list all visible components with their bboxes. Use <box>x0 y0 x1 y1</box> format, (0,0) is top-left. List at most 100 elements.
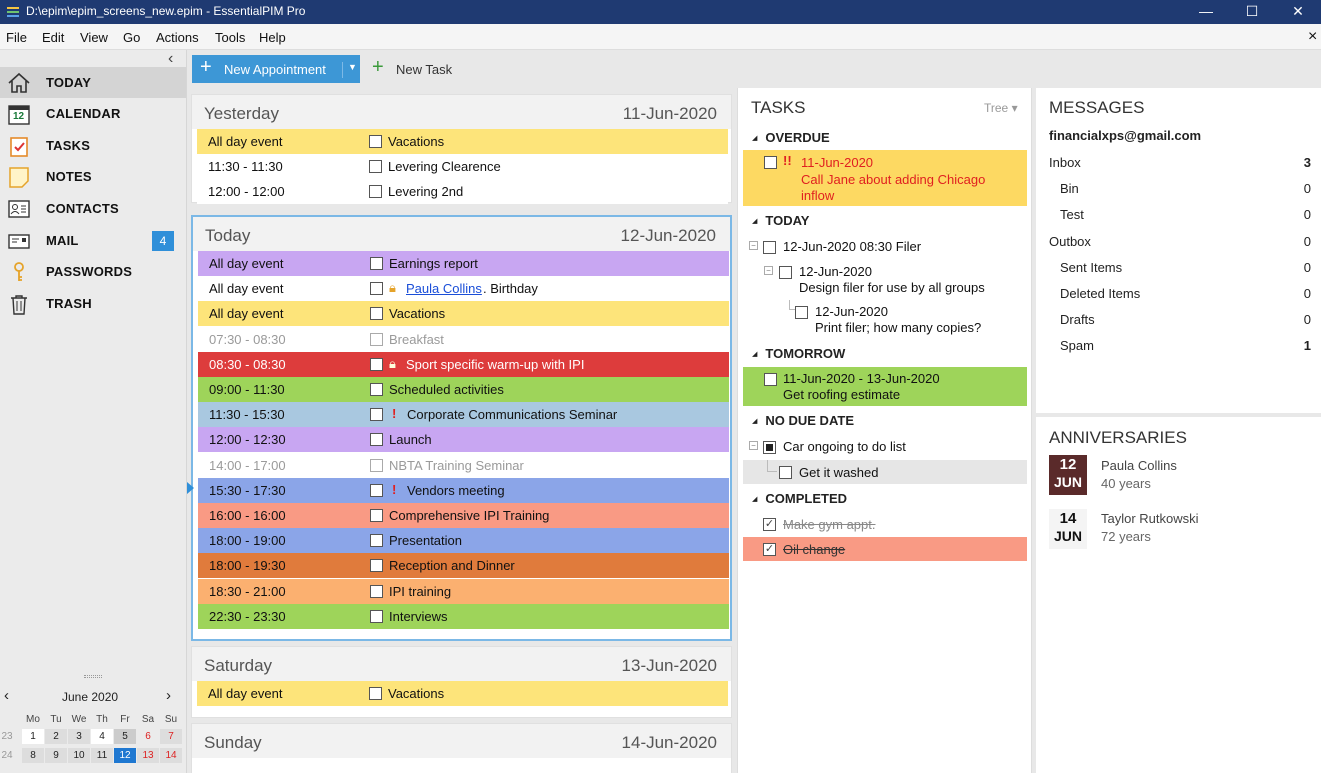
calendar-day[interactable]: 10 <box>68 748 90 763</box>
splitter-handle[interactable] <box>84 675 102 678</box>
event-row[interactable]: 07:30 - 08:30 Breakfast <box>198 326 729 352</box>
task-item[interactable]: 11-Jun-2020 - 13-Jun-2020 Get roofing es… <box>743 367 1027 406</box>
section-today[interactable]: TODAY <box>752 213 809 228</box>
event-row[interactable]: 16:00 - 16:00 Comprehensive IPI Training <box>198 503 729 528</box>
mail-folder-bin[interactable]: Bin 0 <box>1036 177 1321 203</box>
event-checkbox[interactable] <box>370 584 383 598</box>
event-row[interactable]: All day event 🔒︎ Paula Collins. Birthday <box>198 276 729 302</box>
mail-folder-deleted-items[interactable]: Deleted Items 0 <box>1036 282 1321 308</box>
mail-folder-inbox[interactable]: Inbox 3 <box>1036 151 1321 177</box>
calendar-day[interactable]: 1 <box>22 729 44 744</box>
close-document-button[interactable]: × <box>1308 28 1318 45</box>
event-checkbox[interactable] <box>370 257 383 270</box>
sidebar-item-calendar[interactable]: 12 CALENDAR <box>0 98 186 129</box>
task-checkbox[interactable] <box>764 373 777 386</box>
chevron-down-icon[interactable]: ▼ <box>342 62 357 78</box>
task-item[interactable]: − 12-Jun-2020 Design filer for use by al… <box>743 260 1027 296</box>
event-row[interactable]: 15:30 - 17:30! Vendors meeting <box>198 477 729 503</box>
task-checkbox[interactable] <box>779 466 792 479</box>
event-row[interactable]: 18:00 - 19:00 Presentation <box>198 528 729 554</box>
calendar-day[interactable]: 14 <box>160 748 182 763</box>
menu-actions[interactable]: Actions <box>156 30 199 45</box>
event-row[interactable]: All day event Vacations <box>197 129 728 154</box>
section-completed[interactable]: COMPLETED <box>752 491 847 506</box>
minimize-button[interactable]: — <box>1199 3 1213 19</box>
section-overdue[interactable]: OVERDUE <box>752 130 829 145</box>
collapse-icon[interactable]: − <box>764 266 773 275</box>
calendar-day[interactable]: 11 <box>91 748 113 763</box>
menu-view[interactable]: View <box>80 30 108 45</box>
event-checkbox[interactable] <box>370 609 383 623</box>
menu-edit[interactable]: Edit <box>42 30 65 45</box>
new-appointment-button[interactable]: + New Appointment ▼ <box>192 55 360 83</box>
mini-calendar-prev-button[interactable]: ‹ <box>4 687 9 704</box>
event-checkbox[interactable] <box>370 458 383 472</box>
event-checkbox[interactable] <box>370 307 383 321</box>
menu-go[interactable]: Go <box>123 30 141 45</box>
new-task-button[interactable]: + New Task <box>370 55 470 83</box>
event-checkbox[interactable] <box>370 433 383 447</box>
mail-folder-outbox[interactable]: Outbox 0 <box>1036 230 1321 256</box>
tasks-view-dropdown[interactable]: Tree ▾ <box>984 101 1018 115</box>
sidebar-item-passwords[interactable]: PASSWORDS <box>0 256 186 287</box>
event-row[interactable]: 22:30 - 23:30 Interviews <box>198 603 729 629</box>
event-checkbox[interactable] <box>369 135 382 148</box>
event-checkbox[interactable] <box>370 483 383 497</box>
menu-file[interactable]: File <box>6 30 27 45</box>
event-row[interactable]: All day event Vacations <box>198 301 729 327</box>
calendar-day[interactable]: 5 <box>114 729 136 744</box>
anniversary-name[interactable]: Taylor Rutkowski <box>1101 511 1199 526</box>
event-checkbox[interactable] <box>370 509 383 522</box>
event-checkbox[interactable] <box>369 160 382 174</box>
event-checkbox[interactable] <box>370 408 383 422</box>
calendar-day-selected[interactable]: 12 <box>114 748 136 763</box>
event-row[interactable]: 14:00 - 17:00 NBTA Training Seminar <box>198 452 729 478</box>
event-row[interactable]: 11:30 - 15:30! Corporate Communications S… <box>198 402 729 428</box>
mail-account[interactable]: financialxps@gmail.com <box>1049 128 1202 143</box>
calendar-day[interactable]: 3 <box>68 729 90 744</box>
task-checkbox-partial[interactable] <box>763 441 776 454</box>
close-button[interactable]: ✕ <box>1292 3 1304 19</box>
sidebar-item-notes[interactable]: NOTES <box>0 161 186 192</box>
sidebar-item-tasks[interactable]: TASKS <box>0 130 186 161</box>
mail-folder-sent-items[interactable]: Sent Items 0 <box>1036 256 1321 282</box>
event-row[interactable]: 18:30 - 21:00 IPI training <box>198 578 729 604</box>
calendar-day[interactable]: 7 <box>160 729 182 744</box>
event-link[interactable]: Paula Collins <box>406 281 482 297</box>
calendar-day[interactable]: 8 <box>22 748 44 763</box>
task-item[interactable]: ✓ Oil change <box>743 537 1027 561</box>
menu-help[interactable]: Help <box>259 30 286 45</box>
sidebar-item-mail[interactable]: MAIL 4 <box>0 225 186 256</box>
event-checkbox[interactable] <box>370 534 383 548</box>
calendar-day[interactable]: 9 <box>45 748 67 763</box>
task-item[interactable]: − 12-Jun-2020 08:30 Filer <box>743 235 1027 257</box>
section-no-due-date[interactable]: NO DUE DATE <box>752 413 854 428</box>
event-checkbox[interactable] <box>370 357 383 371</box>
task-checkbox-checked[interactable]: ✓ <box>763 518 776 531</box>
event-row[interactable]: All day event Earnings report <box>198 251 729 276</box>
event-row[interactable]: 11:30 - 11:30 Levering Clearence <box>197 154 728 180</box>
mini-calendar-next-button[interactable]: › <box>166 687 171 704</box>
task-item[interactable]: Get it washed <box>743 460 1027 484</box>
anniversary-name[interactable]: Paula Collins <box>1101 458 1177 473</box>
event-row[interactable]: 18:00 - 19:30 Reception and Dinner <box>198 553 729 579</box>
section-tomorrow[interactable]: TOMORROW <box>752 346 845 361</box>
event-checkbox[interactable] <box>370 383 383 396</box>
sidebar-item-today[interactable]: TODAY <box>0 67 186 98</box>
maximize-button[interactable]: ☐ <box>1245 3 1259 19</box>
event-row[interactable]: 12:00 - 12:30 Launch <box>198 427 729 453</box>
mail-folder-test[interactable]: Test 0 <box>1036 203 1321 229</box>
menu-tools[interactable]: Tools <box>215 30 246 45</box>
event-checkbox[interactable] <box>369 185 382 199</box>
event-row[interactable]: 12:00 - 12:00 Levering 2nd <box>197 179 728 205</box>
calendar-day[interactable]: 13 <box>137 748 159 763</box>
event-checkbox[interactable] <box>370 282 383 296</box>
task-checkbox[interactable] <box>795 306 808 319</box>
sidebar-item-contacts[interactable]: CONTACTS <box>0 193 186 224</box>
calendar-day[interactable]: 6 <box>145 731 151 742</box>
sidebar-collapse-button[interactable]: ‹ <box>168 50 174 67</box>
task-item[interactable]: 12-Jun-2020 Print filer; how many copies… <box>743 300 1027 336</box>
mail-folder-spam[interactable]: Spam 1 <box>1036 334 1321 360</box>
task-checkbox[interactable] <box>779 266 792 279</box>
event-checkbox[interactable] <box>370 559 383 573</box>
